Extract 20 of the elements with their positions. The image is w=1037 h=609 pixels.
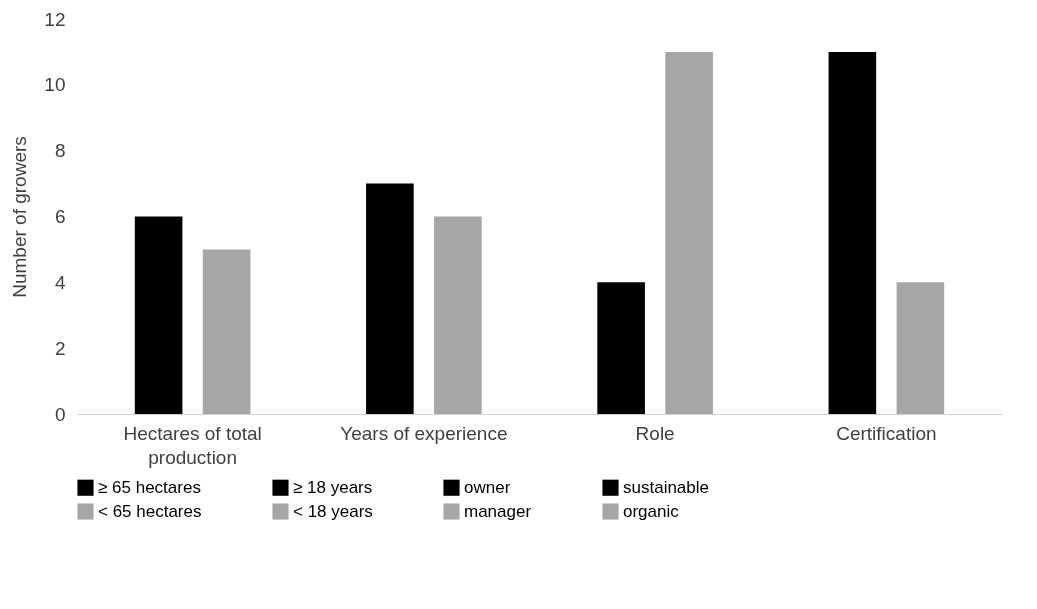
legend-label: < 18 years [293, 501, 373, 521]
y-tick-label: 0 [54, 403, 66, 425]
y-tick-label: 2 [54, 337, 66, 359]
y-axis-title: Number of growers [9, 136, 31, 298]
x-tick-label: Role [635, 422, 675, 444]
y-tick-label: 6 [54, 206, 66, 227]
legend-label: organic [623, 501, 680, 521]
legend-label: manager [464, 501, 532, 521]
x-tick-label: Certification [836, 422, 937, 444]
legend-label: owner [464, 477, 511, 497]
x-tick-label: Years of experience [340, 422, 508, 444]
x-tick-label: Hectares of total production [123, 422, 262, 468]
y-tick-label: 4 [54, 271, 66, 293]
y-tick-label: 12 [44, 8, 66, 30]
y-tick-label: 8 [54, 140, 66, 162]
legend-label: sustainable [623, 477, 710, 497]
legend-label: < 65 hectares [98, 501, 202, 521]
y-tick-label: 10 [44, 74, 66, 96]
legend-label: ≥ 65 hectares [98, 477, 201, 497]
legend-label: ≥ 18 years [293, 477, 373, 497]
